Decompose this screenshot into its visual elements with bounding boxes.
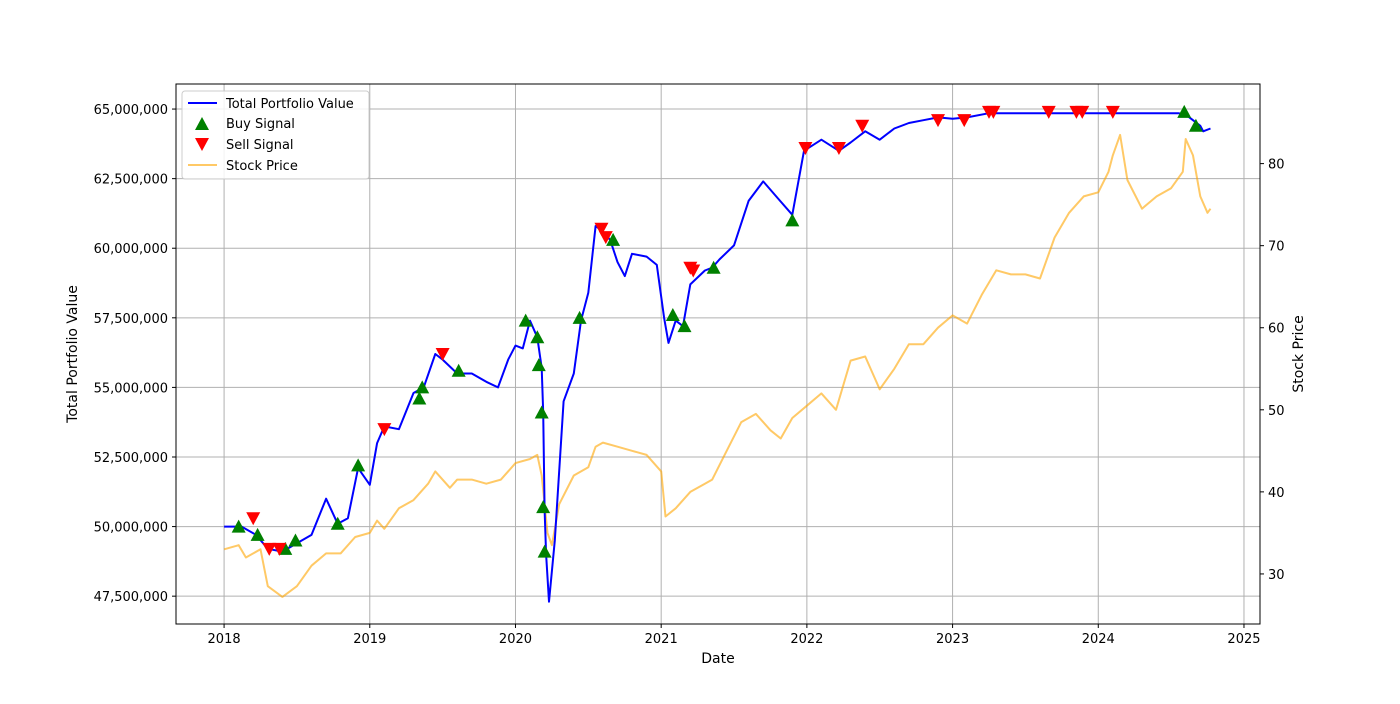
legend-sell-label: Sell Signal (226, 138, 294, 153)
sell-signal-marker (686, 264, 701, 278)
right-y-axis-label: Stock Price (1291, 315, 1307, 392)
sell-signal-marker (855, 119, 870, 133)
buy-signal-marker (412, 391, 427, 405)
buy-signal-marker (572, 310, 587, 324)
x-tick-label: 2018 (208, 632, 241, 647)
buy-signal-marker (536, 500, 551, 514)
buy-signal-marker (1188, 118, 1203, 132)
x-tick-label: 2019 (353, 632, 386, 647)
legend-sell-marker (195, 138, 209, 151)
left-y-axis-label: Total Portfolio Value (65, 285, 81, 424)
sell-signal-marker (1041, 105, 1056, 119)
sell-signal-marker (377, 423, 392, 437)
legend-buy-label: Buy Signal (226, 117, 295, 132)
legend-portfolio-label: Total Portfolio Value (225, 97, 354, 112)
buy-signal-marker (677, 319, 692, 333)
legend-buy-marker (195, 117, 209, 130)
buy-signal-marker (518, 313, 533, 327)
portfolio-layer (224, 112, 1211, 603)
stock-price-layer (223, 133, 1212, 598)
sell-signal-marker (1105, 105, 1120, 119)
grid-lines (176, 84, 1260, 624)
x-axis-ticks: 2018 2019 2020 2021 2022 2023 2024 2025 (208, 624, 1261, 647)
left-y-tick-label: 55,000,000 (94, 381, 168, 396)
buy-signal-marker (415, 380, 430, 394)
right-y-tick-label: 80 (1268, 158, 1285, 173)
stock-price-line (223, 133, 1212, 598)
buy-signal-marker (606, 232, 621, 246)
buy-signal-marker (531, 358, 546, 372)
buy-signal-marker (534, 405, 549, 419)
buy-signal-marker (1177, 104, 1192, 118)
sell-signal-marker (798, 142, 813, 156)
portfolio-value-line (224, 112, 1211, 603)
right-y-tick-label: 40 (1268, 486, 1285, 501)
buy-signal-marker (665, 308, 680, 322)
right-y-axis-ticks: 30 40 50 60 70 80 (1260, 158, 1285, 583)
left-y-axis-ticks: 47,500,000 50,000,000 52,500,000 55,000,000… (94, 103, 176, 605)
sell-signal-marker (262, 542, 277, 556)
left-y-tick-label: 65,000,000 (94, 103, 168, 118)
x-tick-label: 2021 (645, 632, 678, 647)
left-y-tick-label: 62,500,000 (94, 173, 168, 188)
right-y-tick-label: 50 (1268, 404, 1285, 419)
right-y-tick-label: 30 (1268, 568, 1285, 583)
plot-frame (175, 83, 1261, 625)
x-tick-label: 2024 (1082, 632, 1115, 647)
legend-price-label: Stock Price (226, 159, 298, 174)
x-tick-label: 2020 (499, 632, 532, 647)
sell-signal-marker (246, 512, 261, 526)
sell-signal-marker (957, 114, 972, 128)
signal-markers (231, 104, 1203, 558)
buy-signal-marker (288, 533, 303, 547)
buy-signal-marker (250, 527, 265, 541)
buy-signal-marker (785, 213, 800, 227)
left-y-tick-label: 52,500,000 (94, 451, 168, 466)
sell-signal-marker (594, 222, 609, 236)
left-y-tick-label: 57,500,000 (94, 312, 168, 327)
x-axis-label: Date (701, 651, 734, 667)
x-tick-label: 2025 (1227, 632, 1260, 647)
right-y-tick-label: 60 (1268, 322, 1285, 337)
sell-signal-marker (1075, 105, 1090, 119)
buy-signal-marker (278, 541, 293, 555)
buy-signal-marker (706, 260, 721, 274)
left-y-tick-label: 60,000,000 (94, 242, 168, 257)
right-y-tick-label: 70 (1268, 240, 1285, 255)
sell-signal-marker (435, 348, 450, 361)
sell-signal-marker (986, 105, 1001, 119)
left-y-tick-label: 47,500,000 (94, 590, 168, 605)
x-tick-label: 2023 (936, 632, 969, 647)
sell-signal-marker (931, 114, 946, 128)
buy-signal-marker (530, 330, 545, 344)
legend: Total Portfolio Value Buy Signal Sell Si… (181, 90, 370, 180)
buy-signal-marker (351, 458, 366, 472)
buy-signal-marker (537, 544, 552, 558)
x-tick-label: 2022 (790, 632, 823, 647)
buy-signal-marker (451, 363, 466, 377)
sell-signal-marker (272, 542, 287, 556)
left-y-tick-label: 50,000,000 (94, 521, 168, 536)
sell-signal-marker (831, 142, 846, 156)
buy-signal-marker (330, 516, 345, 530)
buy-signal-marker (231, 519, 246, 533)
sell-signal-marker (598, 231, 613, 245)
legend-box (181, 90, 370, 180)
